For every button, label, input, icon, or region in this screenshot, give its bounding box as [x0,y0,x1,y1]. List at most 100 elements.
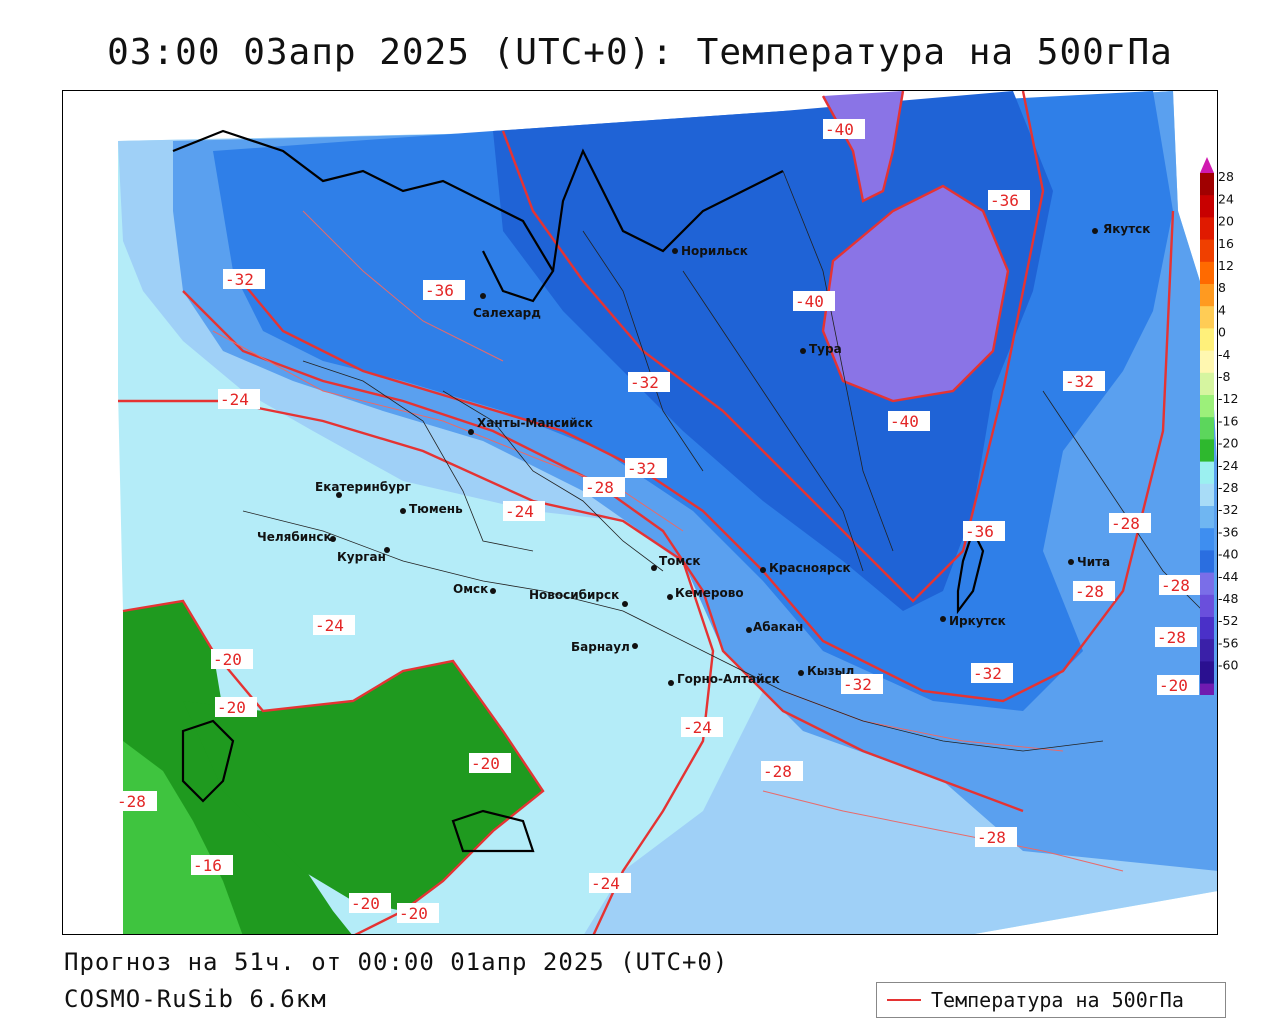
isoline-minus40-north [821,91,905,203]
scale-tick-label: -48 [1218,591,1238,606]
isoline-label: -32 [973,664,1002,683]
scale-cell [1200,461,1214,485]
isoline-label: -20 [351,894,380,913]
scale-tick-label: -32 [1218,502,1238,517]
thin-isoline-4 [302,210,504,362]
scale-tick-label: -24 [1218,458,1238,473]
city-label: Абакан [753,620,803,634]
isoline-label: -24 [505,502,534,521]
isoline-label: -28 [763,762,792,781]
scale-cell [1200,617,1214,640]
isoline-label: -28 [977,828,1006,847]
boundary-2 [442,390,664,572]
scale-cell [1200,328,1214,352]
isoline-label: -32 [627,459,656,478]
city-label: Барнаул [571,640,630,654]
city-label: Красноярск [769,561,851,575]
city-label: Тюмень [409,502,463,516]
isoline-label: -16 [193,856,222,875]
city-label: Горно-Алтайск [677,672,780,686]
city-labels: Якутск Норильск Салехард Тура Ханты-Манс… [257,222,1150,686]
boundary-5 [242,510,1104,752]
city-label: Омск [453,582,488,596]
scale-tick-label: 16 [1218,236,1234,251]
boundary-6 [782,170,894,552]
city-label: Челябинск [257,530,332,544]
isoline-label: -24 [315,616,344,635]
scale-cell [1200,572,1214,596]
scale-tick-label: -8 [1218,369,1231,384]
scale-cell [1200,372,1214,396]
isoline-minus36 [501,91,1045,603]
model-caption: COSMO-RuSib 6.6км [64,985,327,1013]
field-minus40-north [823,91,903,201]
city-label: Екатеринбург [315,480,411,494]
isoline-label: -28 [1161,576,1190,595]
isoline-label: -32 [630,373,659,392]
isoline-label: -24 [683,718,712,737]
scale-tick-label: 12 [1218,258,1234,273]
isoline-label: -36 [425,281,454,300]
city-label: Тура [809,342,842,356]
city-markers [330,228,1098,686]
scale-cell [1200,594,1214,618]
scale-tick-label: -60 [1218,658,1238,673]
city-label: Чита [1077,555,1110,569]
scale-cell [1200,506,1214,529]
scale-tick-label: -20 [1218,436,1238,451]
field-minus12 [123,741,243,934]
thin-isoline-1 [212,330,684,532]
isoline-label: -40 [890,412,919,431]
map-title: 03:00 03апр 2025 (UTC+0): Температура на… [107,32,1173,73]
scale-tick-label: 8 [1218,280,1226,295]
scale-cell [1200,528,1214,551]
legend-line-swatch [887,999,921,1001]
city-label: Салехард [473,306,541,320]
city-label: Норильск [681,244,748,258]
boundary-3 [582,230,704,472]
scale-tick-label: -52 [1218,613,1238,628]
scale-tick-label: -12 [1218,391,1238,406]
isoline-label: -20 [399,904,428,923]
scale-cell [1200,306,1214,329]
scale-cell [1200,417,1214,440]
scale-tick-label: -36 [1218,524,1238,539]
field-minus16-belt [183,661,543,911]
temperature-map: Якутск Норильск Салехард Тура Ханты-Манс… [62,90,1218,935]
isoline-labels: -40 -40 -40 -36 -36 -36 -32 -32 -32 -32 … [115,119,1201,923]
isoline-label: -20 [1159,676,1188,695]
city-label: Ханты-Мансийск [477,416,593,430]
city-label: Новосибирск [529,588,619,602]
scale-cell [1200,395,1214,418]
forecast-caption: Прогноз на 51ч. от 00:00 01апр 2025 (UTC… [64,948,729,976]
isoline-label: -32 [1065,372,1094,391]
lake-balkhash [451,809,535,853]
isoline-label: -28 [585,478,614,497]
scale-tick-label: 0 [1218,325,1226,340]
isoline-label: -28 [117,792,146,811]
scale-cell [1200,661,1214,685]
isoline-label: -20 [217,698,246,717]
lake-baikal [956,528,985,615]
legend-box: Температура на 500гПа [876,982,1226,1018]
isoline-label: -36 [990,191,1019,210]
scale-tick-label: -44 [1218,569,1238,584]
scale-cell [1200,284,1214,307]
scale-cell [1200,261,1214,285]
legend-label: Температура на 500гПа [931,988,1184,1012]
thin-isoline-2 [762,790,1124,872]
scale-cell [1200,195,1214,218]
scale-cell [1200,439,1214,463]
color-scale: 28 24 20 16 12 8 4 0 -4 -8 -12 -16 -20 -24 -28 -32 -36 -4… [1196,155,1266,722]
scale-cell [1200,639,1214,662]
scale-cell [1200,173,1214,196]
scale-tick-label: -28 [1218,480,1238,495]
isoline-label: -36 [965,522,994,541]
isoline-label: -20 [213,650,242,669]
isoline-minus24 [118,399,715,934]
isoline-label: -24 [220,390,249,409]
scale-tick-label: -56 [1218,635,1238,650]
scale-tick-label: 20 [1218,214,1234,229]
isoline-label: -40 [795,292,824,311]
isoline-label: -20 [471,754,500,773]
